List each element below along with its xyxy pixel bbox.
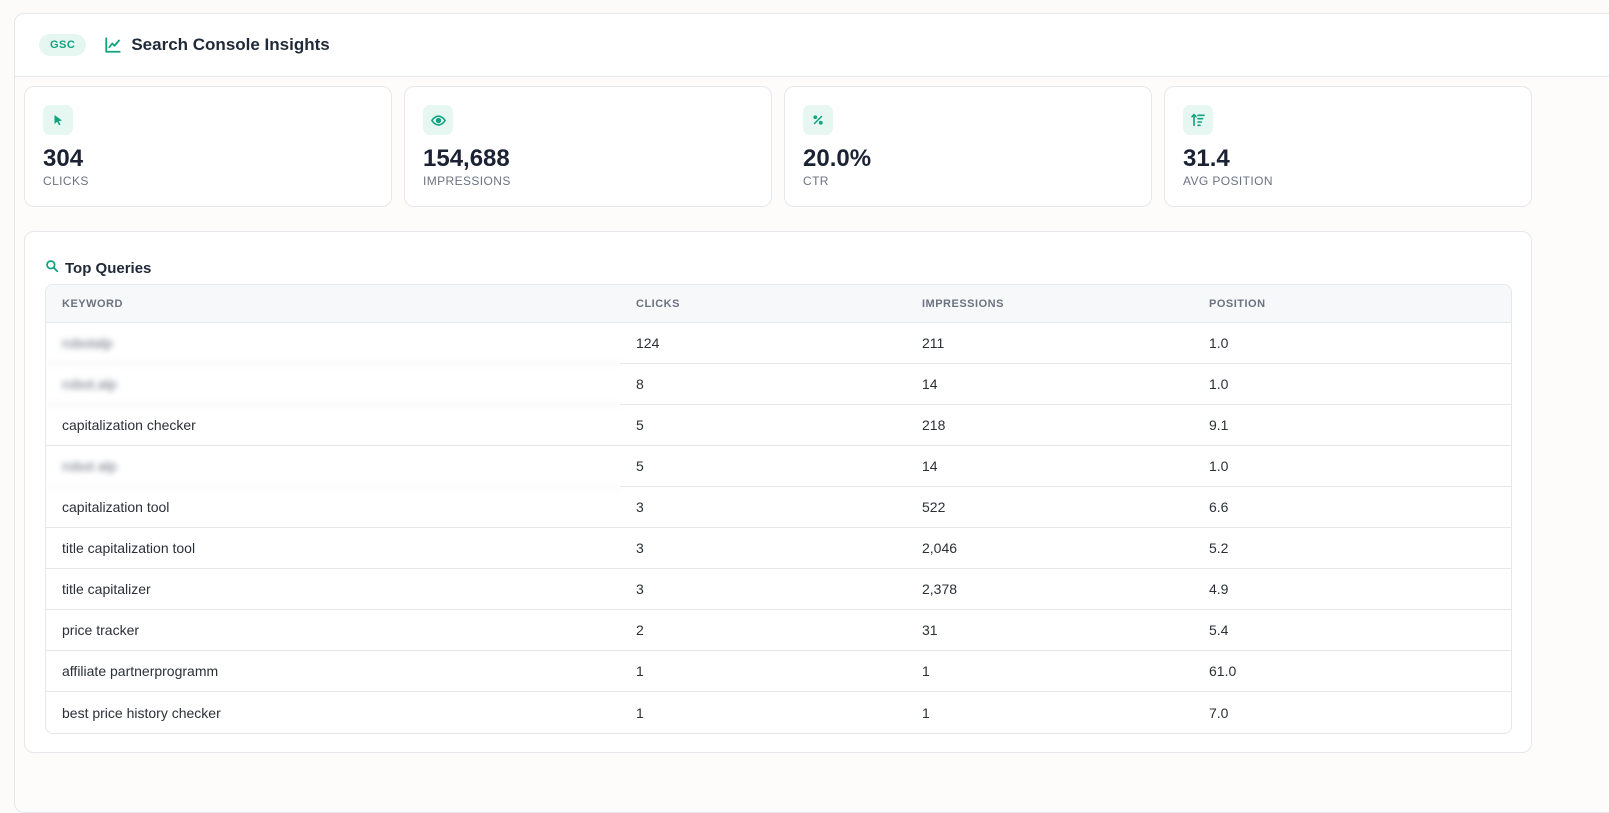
cell-clicks: 5 <box>620 405 906 446</box>
stat-card-avg-position: 31.4 AVG POSITION <box>1164 86 1532 207</box>
cell-keyword: capitalization tool <box>46 487 620 528</box>
table-row: title capitalizer 3 2,378 4.9 <box>46 569 1511 610</box>
stats-cards: 304 CLICKS 154,688 IMPRESSIONS 20.0% CTR… <box>24 86 1532 207</box>
cell-impressions: 218 <box>906 405 1193 446</box>
stat-label: IMPRESSIONS <box>423 174 511 188</box>
column-header-keyword: KEYWORD <box>46 285 620 323</box>
cell-position: 5.4 <box>1193 610 1511 651</box>
gsc-badge: GSC <box>39 34 87 56</box>
top-queries-header: Top Queries <box>25 232 1531 284</box>
table-row: price tracker 2 31 5.4 <box>46 610 1511 651</box>
cell-keyword: robot.alp <box>46 364 620 405</box>
column-header-position: POSITION <box>1193 285 1511 323</box>
table-row: robot.alp 8 14 1.0 <box>46 364 1511 405</box>
table-row: capitalization tool 3 522 6.6 <box>46 487 1511 528</box>
column-header-impressions: IMPRESSIONS <box>906 285 1193 323</box>
cell-keyword: robotalp <box>46 323 620 364</box>
table-header-row: KEYWORD CLICKS IMPRESSIONS POSITION <box>46 285 1511 323</box>
eye-icon <box>423 105 453 135</box>
stat-card-ctr: 20.0% CTR <box>784 86 1152 207</box>
cell-position: 61.0 <box>1193 651 1511 692</box>
queries-table: KEYWORD CLICKS IMPRESSIONS POSITION robo… <box>45 284 1512 734</box>
cell-position: 4.9 <box>1193 569 1511 610</box>
table-row: affiliate partnerprogramm 1 1 61.0 <box>46 651 1511 692</box>
cell-impressions: 522 <box>906 487 1193 528</box>
stat-value: 31.4 <box>1183 145 1230 172</box>
cell-clicks: 1 <box>620 651 906 692</box>
cell-position: 1.0 <box>1193 446 1511 487</box>
cell-impressions: 2,046 <box>906 528 1193 569</box>
cell-impressions: 14 <box>906 446 1193 487</box>
cell-position: 5.2 <box>1193 528 1511 569</box>
stat-label: AVG POSITION <box>1183 174 1273 188</box>
cell-keyword: best price history checker <box>62 704 221 721</box>
cell-clicks: 3 <box>620 528 906 569</box>
cell-clicks: 5 <box>620 446 906 487</box>
cell-clicks: 3 <box>620 569 906 610</box>
cell-impressions: 2,378 <box>906 569 1193 610</box>
cell-clicks: 8 <box>620 364 906 405</box>
table-row: robotalp 124 211 1.0 <box>46 323 1511 364</box>
stat-label: CLICKS <box>43 174 89 188</box>
cursor-icon <box>43 105 73 135</box>
trend-chart-icon <box>104 36 122 54</box>
cell-keyword: capitalization checker <box>46 405 620 446</box>
cell-impressions: 31 <box>906 610 1193 651</box>
table-row: title capitalization tool 3 2,046 5.2 <box>46 528 1511 569</box>
cell-clicks: 124 <box>620 323 906 364</box>
panel-header: GSC Search Console Insights <box>15 14 1609 77</box>
column-header-clicks: CLICKS <box>620 285 906 323</box>
cell-position: 1.0 <box>1193 364 1511 405</box>
cell-keyword: title capitalization tool <box>46 528 620 569</box>
stat-card-clicks: 304 CLICKS <box>24 86 392 207</box>
search-icon <box>45 259 59 278</box>
percent-icon <box>803 105 833 135</box>
cell-impressions: 211 <box>906 323 1193 364</box>
cell-clicks: 3 <box>620 487 906 528</box>
table-row: capitalization checker 5 218 9.1 <box>46 405 1511 446</box>
table-row: best price history checker 1 1 7.0 <box>46 692 1511 733</box>
cell-position: 9.1 <box>1193 405 1511 446</box>
sort-icon <box>1183 105 1213 135</box>
table-row: robot alp 5 14 1.0 <box>46 446 1511 487</box>
cell-keyword: affiliate partnerprogramm <box>46 651 620 692</box>
cell-clicks: 2 <box>620 610 906 651</box>
top-queries-section: Top Queries KEYWORD CLICKS IMPRESSIONS P… <box>24 231 1532 753</box>
stat-card-impressions: 154,688 IMPRESSIONS <box>404 86 772 207</box>
stat-label: CTR <box>803 174 829 188</box>
cell-position: 1.0 <box>1193 323 1511 364</box>
page-title: Search Console Insights <box>131 35 330 54</box>
cell-position: 6.6 <box>1193 487 1511 528</box>
cell-impressions: 14 <box>906 364 1193 405</box>
cell-keyword: title capitalizer <box>46 569 620 610</box>
cell-impressions: 1 <box>922 704 930 721</box>
cell-clicks: 1 <box>636 704 644 721</box>
cell-impressions: 1 <box>906 651 1193 692</box>
cell-keyword: price tracker <box>46 610 620 651</box>
cell-position: 7.0 <box>1209 704 1229 721</box>
stat-value: 20.0% <box>803 145 872 172</box>
stat-value: 304 <box>43 145 84 172</box>
top-queries-title: Top Queries <box>65 259 152 277</box>
cell-keyword: robot alp <box>46 446 620 487</box>
stat-value: 154,688 <box>423 145 510 172</box>
